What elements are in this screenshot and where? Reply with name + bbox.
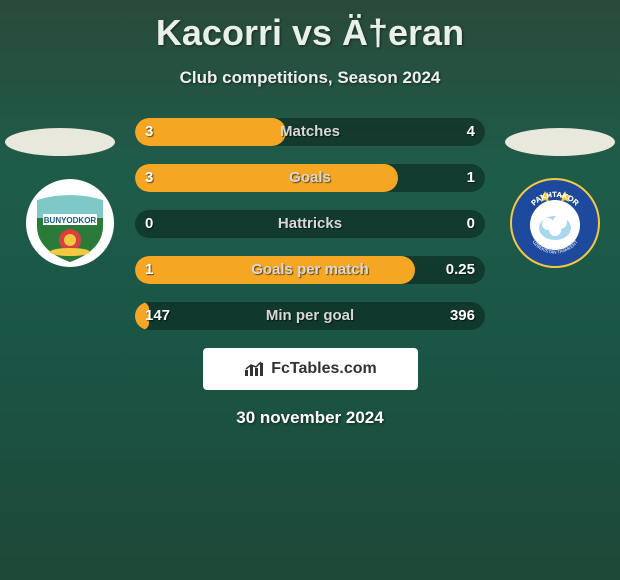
stat-label: Min per goal [135,302,485,330]
stat-row: 0Hattricks0 [135,210,485,238]
shadow-right [505,128,615,156]
badge-left-text: BUNYODKOR [44,216,97,225]
stat-right-value: 4 [467,118,475,146]
team-badge-right: PAKHTAKOR PAKHTAKOR UZBEKISTAN TASHKENT [510,178,600,268]
stat-label: Hattricks [135,210,485,238]
stat-right-value: 0 [467,210,475,238]
team-badge-left: BUNYODKOR [25,178,115,268]
stat-row: 3Goals1 [135,164,485,192]
stat-row: 1Goals per match0.25 [135,256,485,284]
comparison-content: BUNYODKOR PAKHTAKOR PAKHTAKOR [0,118,620,428]
stat-right-value: 396 [450,302,475,330]
date-text: 30 november 2024 [0,408,620,428]
stat-row: 147Min per goal396 [135,302,485,330]
watermark[interactable]: FcTables.com [203,348,418,390]
shadow-left [5,128,115,156]
watermark-text: FcTables.com [271,360,377,378]
stat-right-value: 1 [467,164,475,192]
stat-label: Goals per match [135,256,485,284]
page-title: Kacorri vs Ä†eran [0,0,620,54]
stat-label: Matches [135,118,485,146]
chart-icon [243,360,265,378]
stat-row: 3Matches4 [135,118,485,146]
subtitle: Club competitions, Season 2024 [0,68,620,88]
stats-container: 3Matches43Goals10Hattricks01Goals per ma… [135,118,485,330]
stat-right-value: 0.25 [446,256,475,284]
stat-label: Goals [135,164,485,192]
